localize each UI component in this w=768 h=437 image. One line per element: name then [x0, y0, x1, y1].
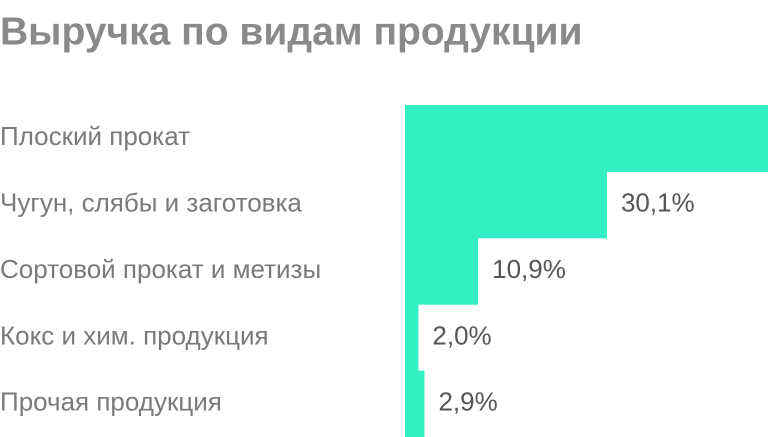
category-label: Плоский прокат: [0, 121, 190, 151]
value-label: 2,0%: [432, 320, 491, 350]
value-label: 30,1%: [621, 187, 695, 217]
category-label: Сортовой прокат и метизы: [0, 254, 321, 284]
value-label: 2,9%: [438, 387, 497, 417]
category-label: Прочая продукция: [0, 387, 222, 417]
bar: [405, 237, 479, 305]
category-label: Кокс и хим. продукция: [0, 320, 269, 350]
chart-title: Выручка по видам продукции: [0, 10, 583, 53]
value-label: 10,9%: [492, 254, 566, 284]
bar: [405, 304, 419, 372]
bar: [405, 105, 768, 172]
bar: [405, 171, 607, 239]
category-label: Чугун, слябы и заготовка: [0, 187, 302, 217]
bar: [405, 370, 425, 437]
